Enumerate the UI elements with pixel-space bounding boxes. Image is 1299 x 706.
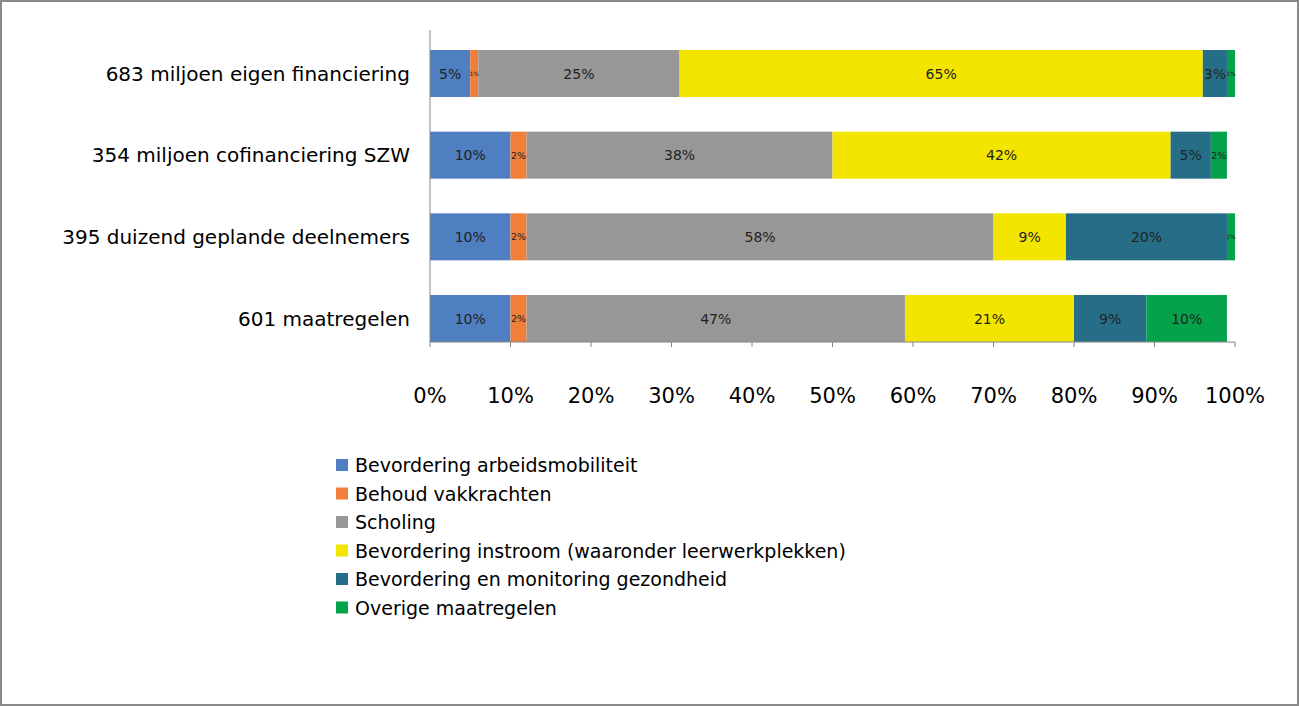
legend-label: Bevordering instroom (waaronder leerwerk… (355, 540, 846, 562)
bar-segment (430, 295, 511, 342)
x-tick-label: 10% (487, 384, 534, 408)
data-label: 42% (986, 147, 1017, 163)
bar-segment (1211, 132, 1227, 179)
x-tick (430, 342, 431, 347)
data-label: 10% (455, 311, 486, 327)
legend-swatch (336, 459, 348, 471)
data-label: 58% (744, 229, 775, 245)
data-label: 1% (470, 70, 480, 77)
bar-segment (905, 295, 1074, 342)
legend-label: Overige maatregelen (355, 597, 557, 619)
data-label: 10% (1171, 311, 1202, 327)
data-label: 20% (1131, 229, 1162, 245)
data-label: 2% (511, 150, 526, 161)
legend-label: Behoud vakkrachten (355, 483, 552, 505)
bar-segment (1171, 132, 1211, 179)
x-tick (993, 342, 994, 347)
x-tick (832, 342, 833, 347)
data-labels: 5%1%25%65%3%1%10%2%38%42%5%2%10%2%58%9%2… (439, 66, 1236, 327)
data-label: 5% (1180, 147, 1202, 163)
bars (430, 50, 1235, 342)
bar-segment (994, 213, 1066, 260)
x-tick (671, 342, 672, 347)
category-label: 395 duizend geplande deelnemers (62, 225, 410, 249)
bar-segment (1146, 295, 1227, 342)
x-tick-label: 80% (1051, 384, 1098, 408)
bar-segment (527, 132, 833, 179)
bar-segment (430, 50, 470, 97)
category-label: 601 maatregelen (238, 307, 410, 331)
x-tick-label: 70% (970, 384, 1017, 408)
x-tick-label: 60% (890, 384, 937, 408)
data-label: 3% (1204, 66, 1226, 82)
data-label: 47% (700, 311, 731, 327)
data-label: 21% (974, 311, 1005, 327)
data-label: 1% (1226, 233, 1236, 240)
frame (1, 1, 1298, 705)
x-tick (1235, 342, 1236, 347)
legend-label: Bevordering arbeidsmobiliteit (355, 454, 637, 476)
legend-swatch (336, 488, 348, 500)
bar-segment (430, 132, 511, 179)
legend-swatch (336, 545, 348, 557)
bar-segment (1074, 295, 1146, 342)
data-label: 2% (511, 313, 526, 324)
data-label: 1% (1226, 70, 1236, 77)
bar-segment (511, 295, 527, 342)
y-axis-line (430, 30, 431, 342)
x-tick-label: 50% (809, 384, 856, 408)
bar-segment (680, 50, 1203, 97)
bar-segment (1066, 213, 1227, 260)
bar-segment (1203, 50, 1227, 97)
x-tick-label: 40% (729, 384, 776, 408)
legend-swatch (336, 516, 348, 528)
bar-segment (511, 213, 527, 260)
data-label: 65% (926, 66, 957, 82)
legend-swatch (336, 573, 348, 585)
x-tick (510, 342, 511, 347)
data-label: 25% (563, 66, 594, 82)
axes: 0% 10% 20% 30% 40% 50% 60% 70% 80% 90% 100% 683 mil… (62, 30, 1265, 408)
x-tick-label: 20% (568, 384, 615, 408)
category-label: 683 miljoen eigen financiering (106, 62, 410, 86)
data-label: 10% (455, 147, 486, 163)
chart: 5%1%25%65%3%1%10%2%38%42%5%2%10%2%58%9%2… (0, 0, 1299, 706)
x-tick (752, 342, 753, 347)
bar-segment (833, 132, 1171, 179)
x-tick (591, 342, 592, 347)
x-tick (1074, 342, 1075, 347)
data-label: 2% (1211, 150, 1226, 161)
legend-label: Bevordering en monitoring gezondheid (355, 568, 727, 590)
data-label: 10% (455, 229, 486, 245)
x-tick (1154, 342, 1155, 347)
legend-label: Scholing (355, 511, 436, 533)
category-label: 354 miljoen cofinanciering SZW (92, 143, 410, 167)
bar-segment (527, 213, 994, 260)
x-tick-label: 100% (1205, 384, 1265, 408)
data-label: 9% (1099, 311, 1121, 327)
bar-segment (430, 213, 511, 260)
x-tick-label: 0% (413, 384, 446, 408)
x-tick-label: 90% (1131, 384, 1178, 408)
data-label: 5% (439, 66, 461, 82)
legend-swatch (336, 602, 348, 614)
x-tick-label: 30% (648, 384, 695, 408)
bar-segment (478, 50, 679, 97)
data-label: 38% (664, 147, 695, 163)
bar-segment (527, 295, 905, 342)
bar-segment (511, 132, 527, 179)
data-label: 2% (511, 231, 526, 242)
x-tick (913, 342, 914, 347)
data-label: 9% (1019, 229, 1041, 245)
legend: Bevordering arbeidsmobiliteit Behoud vakk… (336, 454, 846, 619)
